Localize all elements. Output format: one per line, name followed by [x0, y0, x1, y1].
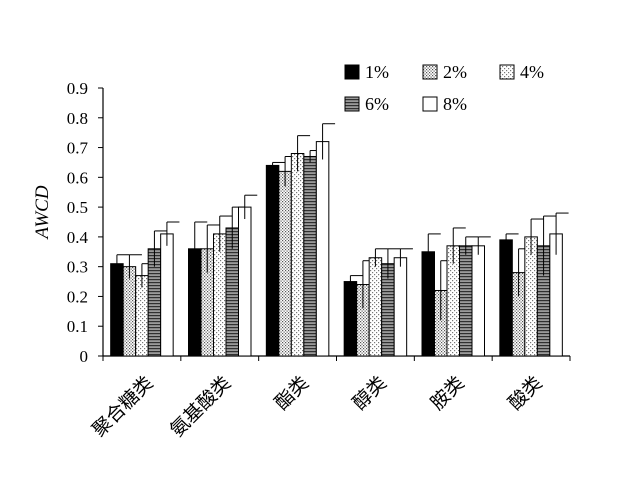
y-tick-label: 0.3: [67, 258, 88, 277]
x-tick-label: 酯类: [271, 372, 313, 414]
y-tick-label: 0.7: [67, 139, 89, 158]
bar: [110, 263, 124, 357]
legend-label: 1%: [365, 62, 389, 82]
bar: [368, 257, 383, 357]
bar: [213, 233, 227, 357]
legend-swatch: [344, 64, 360, 80]
legend-swatch: [422, 96, 438, 112]
bar: [303, 155, 317, 357]
y-tick-label: 0: [80, 347, 89, 366]
y-tick-label: 0.8: [67, 109, 88, 128]
legend-label: 2%: [443, 62, 467, 82]
bar: [471, 245, 485, 357]
bar: [278, 170, 292, 357]
y-tick-label: 0.2: [67, 287, 88, 306]
bar: [315, 141, 330, 357]
y-tick-label: 0.6: [67, 168, 88, 187]
bar: [135, 275, 149, 357]
x-tick-label: 酸类: [504, 372, 546, 414]
bar: [393, 257, 408, 357]
legend-label: 6%: [365, 94, 389, 114]
x-tick-label: 醇类: [349, 372, 391, 414]
x-tick-label: 聚合糖类: [88, 372, 157, 441]
legend-label: 8%: [443, 94, 467, 114]
y-tick-label: 0.1: [67, 317, 88, 336]
y-tick-label: 0.9: [67, 79, 88, 98]
y-tick-label: 0.5: [67, 198, 88, 217]
legend-swatch: [344, 96, 360, 112]
bar: [122, 266, 137, 357]
bar: [343, 281, 358, 357]
bar: [290, 153, 305, 357]
legend-swatch: [422, 64, 438, 80]
y-axis-label: AWCD: [32, 185, 53, 240]
bar: [459, 245, 473, 357]
legend: 1% 2% 4% 6% 8%: [344, 62, 544, 114]
x-tick-label: 胺类: [426, 372, 468, 414]
bars: [110, 123, 569, 357]
bar: [238, 206, 252, 357]
legend-swatch: [499, 64, 515, 80]
x-tick-label: 氨基酸类: [166, 372, 235, 441]
bar: [499, 239, 513, 357]
y-tick-label: 0.4: [67, 228, 89, 247]
bar: [265, 164, 280, 357]
bar: [160, 233, 174, 357]
legend-label: 4%: [520, 62, 544, 82]
